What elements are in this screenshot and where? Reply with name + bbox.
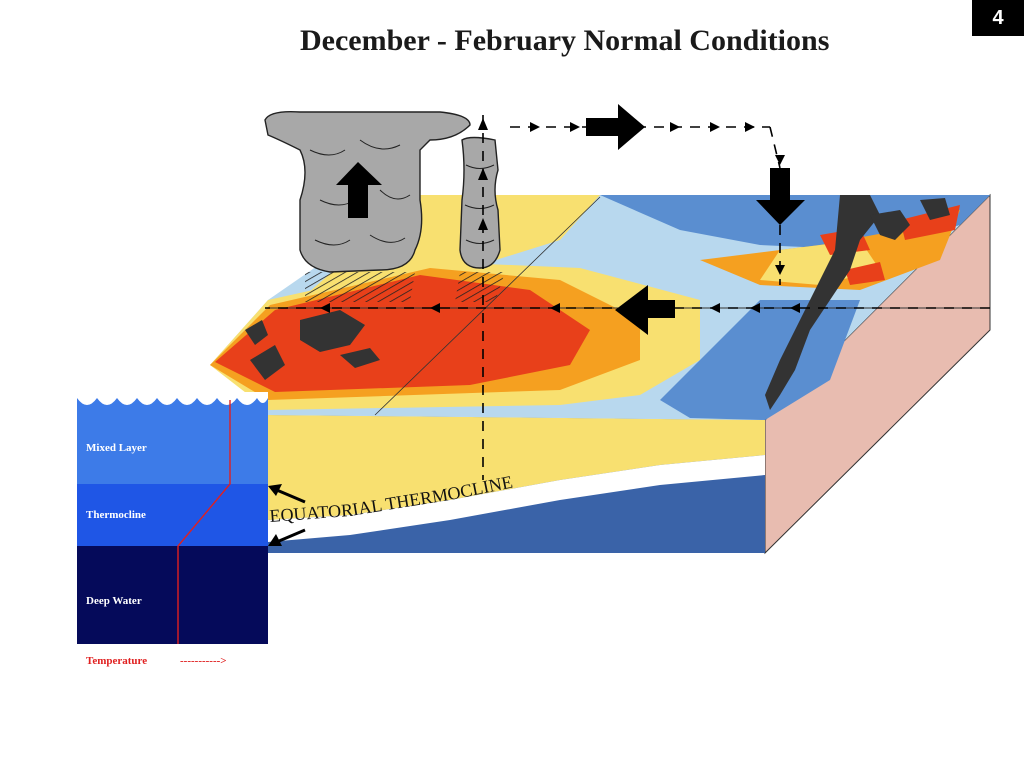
mixed-layer-label: Mixed Layer (86, 442, 147, 454)
thermocline-pointers (268, 484, 306, 546)
trade-wind-arrow (615, 285, 675, 335)
deep-water-label: Deep Water (86, 595, 142, 607)
ocean-cross-section (268, 415, 765, 553)
slide-number: 4 (972, 0, 1024, 36)
upper-eastward-arrow (586, 104, 645, 150)
vertical-profile-column (77, 392, 268, 644)
temperature-label: Temperature (86, 655, 148, 667)
rising-air-arrow (336, 162, 382, 218)
convection-cloud-small (459, 136, 501, 269)
air-flow-arrows (336, 104, 805, 335)
small-arrowheads (320, 118, 800, 313)
slide-title: December - February Normal Conditions (300, 24, 830, 57)
ocean-surface (210, 195, 990, 420)
temperature-profile-line (177, 400, 231, 644)
thermocline-layer-label: Thermocline (86, 509, 146, 521)
temperature-arrow: -----------> (180, 655, 227, 667)
sinking-air-arrow (756, 168, 805, 225)
